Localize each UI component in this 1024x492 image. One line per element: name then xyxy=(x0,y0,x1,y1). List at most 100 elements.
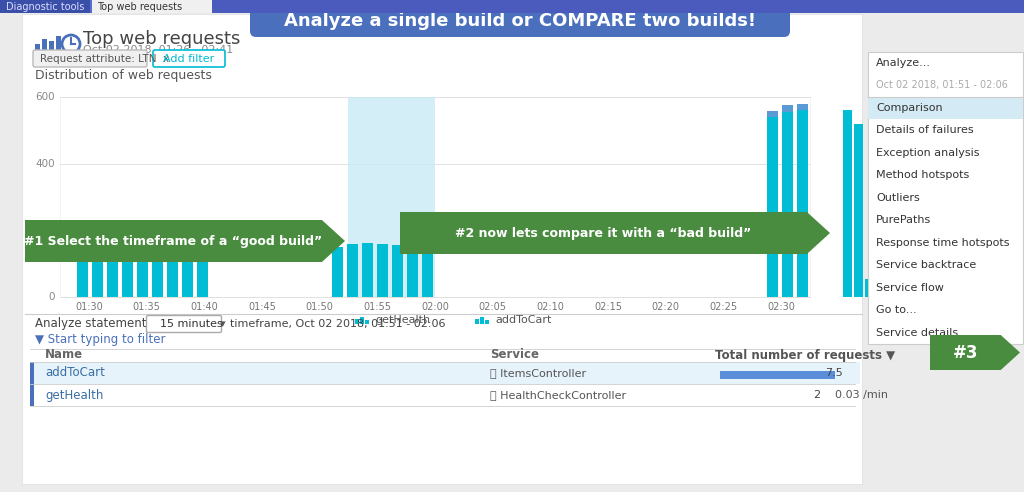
FancyBboxPatch shape xyxy=(33,50,147,67)
Bar xyxy=(782,105,793,112)
Bar xyxy=(360,317,364,324)
Text: Response time hotspots: Response time hotspots xyxy=(876,238,1010,248)
Text: Total number of requests ▼: Total number of requests ▼ xyxy=(715,348,895,362)
FancyBboxPatch shape xyxy=(250,5,790,37)
Text: Add filter: Add filter xyxy=(164,54,215,63)
Bar xyxy=(30,362,34,384)
Bar xyxy=(348,97,435,297)
Text: 02:15: 02:15 xyxy=(594,302,622,312)
Text: PurePaths: PurePaths xyxy=(876,215,931,225)
Text: Outliers: Outliers xyxy=(876,193,920,203)
Text: Name: Name xyxy=(45,348,83,362)
Text: 2: 2 xyxy=(813,390,820,400)
Text: ▾: ▾ xyxy=(220,319,225,329)
Text: 0: 0 xyxy=(48,292,55,302)
Polygon shape xyxy=(930,335,1020,370)
Bar xyxy=(392,246,402,297)
Bar xyxy=(798,110,808,297)
Text: Service flow: Service flow xyxy=(876,283,944,293)
Bar xyxy=(122,254,133,297)
Text: addToCart: addToCart xyxy=(45,367,104,379)
Text: 02:05: 02:05 xyxy=(478,302,507,312)
Bar xyxy=(198,258,208,297)
Text: #1 Select the timeframe of a “good build”: #1 Select the timeframe of a “good build… xyxy=(25,235,323,247)
FancyBboxPatch shape xyxy=(146,315,221,333)
Bar xyxy=(35,44,40,52)
Text: Service details: Service details xyxy=(876,328,958,338)
Text: ⛲ HealthCheckController: ⛲ HealthCheckController xyxy=(490,390,626,400)
Polygon shape xyxy=(400,212,830,254)
Text: Comparison: Comparison xyxy=(876,103,943,113)
Bar xyxy=(153,254,163,297)
Text: Service: Service xyxy=(490,348,539,362)
Text: Analyze...: Analyze... xyxy=(876,58,931,68)
Bar xyxy=(767,117,778,297)
Text: Top web requests: Top web requests xyxy=(97,1,182,11)
Text: 01:40: 01:40 xyxy=(190,302,218,312)
Text: #2 now lets compare it with a “bad build”: #2 now lets compare it with a “bad build… xyxy=(456,226,752,240)
Text: 01:30: 01:30 xyxy=(75,302,102,312)
Text: Exception analysis: Exception analysis xyxy=(876,148,980,158)
Text: 02:10: 02:10 xyxy=(537,302,564,312)
Text: 01:45: 01:45 xyxy=(248,302,275,312)
Text: Diagnostic tools: Diagnostic tools xyxy=(6,1,84,11)
Bar xyxy=(843,110,852,297)
Text: 400: 400 xyxy=(36,158,55,169)
Bar xyxy=(720,371,835,379)
Bar xyxy=(362,243,373,297)
Text: 01:55: 01:55 xyxy=(364,302,391,312)
Text: 02:25: 02:25 xyxy=(710,302,737,312)
Bar xyxy=(56,36,61,52)
Bar xyxy=(30,384,34,406)
Text: Oct 02 2018, 01:26 - 02:41: Oct 02 2018, 01:26 - 02:41 xyxy=(83,45,233,55)
Bar xyxy=(92,0,212,13)
Text: Top web requests: Top web requests xyxy=(83,30,241,48)
Bar xyxy=(854,123,863,297)
Text: ⛲ ItemsController: ⛲ ItemsController xyxy=(490,368,586,378)
Text: getHealth: getHealth xyxy=(375,315,430,325)
Text: 15 minutes: 15 minutes xyxy=(160,319,223,329)
Text: getHealth: getHealth xyxy=(45,389,103,401)
Bar xyxy=(767,111,778,117)
Text: Distribution of web requests: Distribution of web requests xyxy=(35,69,212,83)
Text: Analyze statements for a: Analyze statements for a xyxy=(35,317,183,331)
Text: 7.5: 7.5 xyxy=(825,368,843,378)
Bar xyxy=(0,0,90,13)
Text: Method hotspots: Method hotspots xyxy=(876,170,970,180)
Polygon shape xyxy=(25,220,345,262)
Text: Analyze a single build or COMPARE two builds!: Analyze a single build or COMPARE two bu… xyxy=(284,12,756,30)
Text: addToCart: addToCart xyxy=(495,315,551,325)
Bar xyxy=(876,285,885,297)
Bar xyxy=(42,39,47,52)
Text: #3: #3 xyxy=(952,343,978,362)
Text: ▼ Start typing to filter: ▼ Start typing to filter xyxy=(35,334,166,346)
Text: 600: 600 xyxy=(36,92,55,102)
Text: 01:50: 01:50 xyxy=(306,302,334,312)
Bar xyxy=(92,258,102,297)
Text: 0.03 /min: 0.03 /min xyxy=(835,390,888,400)
Bar xyxy=(108,254,118,297)
Text: 02:20: 02:20 xyxy=(651,302,680,312)
Bar xyxy=(77,257,88,297)
Bar xyxy=(782,112,793,297)
Text: Request attribute: LTN  x: Request attribute: LTN x xyxy=(40,54,169,63)
Text: Oct 02 2018, 01:51 - 02:06: Oct 02 2018, 01:51 - 02:06 xyxy=(876,80,1008,90)
Text: 01:35: 01:35 xyxy=(132,302,161,312)
Bar xyxy=(30,362,860,384)
Text: 02:00: 02:00 xyxy=(421,302,449,312)
Bar xyxy=(347,245,357,297)
Bar xyxy=(182,256,193,297)
Bar xyxy=(868,96,1023,119)
Bar xyxy=(868,52,1023,344)
Text: Service backtrace: Service backtrace xyxy=(876,260,976,270)
Bar xyxy=(480,317,484,324)
Bar xyxy=(377,244,388,297)
Bar xyxy=(0,0,1024,13)
Bar xyxy=(865,278,874,297)
Bar xyxy=(355,319,359,324)
Text: Go to...: Go to... xyxy=(876,305,916,315)
Bar xyxy=(49,41,54,52)
Bar xyxy=(90,0,92,13)
Bar xyxy=(408,247,418,297)
Bar xyxy=(422,247,433,297)
